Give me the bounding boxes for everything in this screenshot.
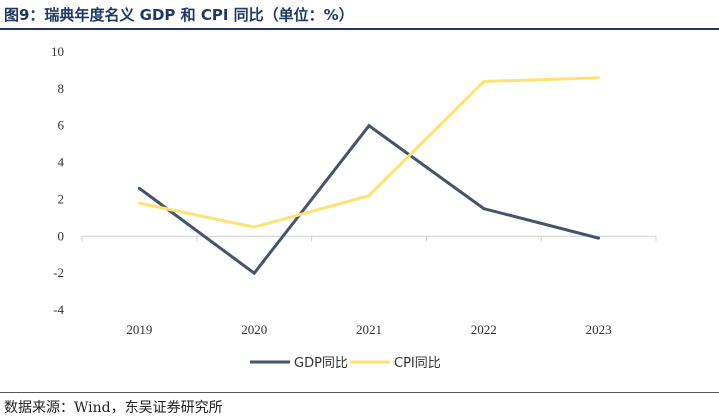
y-axis: -4 -2 0 2 4 6 8 10: [51, 44, 65, 317]
series-line: [138, 123, 599, 276]
data-point: [137, 201, 141, 205]
source-rule: [0, 392, 719, 393]
data-point: [367, 124, 371, 128]
x-tick-label: 2021: [356, 322, 382, 337]
x-tick-label: 2020: [241, 322, 267, 337]
source-note: 数据来源：Wind，东吴证券研究所: [4, 400, 223, 416]
y-tick-label: 10: [51, 44, 64, 59]
title-rule: [0, 28, 719, 30]
data-point: [597, 236, 601, 240]
data-point: [482, 79, 486, 83]
y-tick-label: 0: [58, 228, 65, 243]
x-tick-label: 2019: [126, 322, 152, 337]
x-axis: 2019 2020 2021 2022 2023: [81, 236, 657, 337]
data-point: [482, 207, 486, 211]
y-tick-label: 4: [58, 155, 65, 170]
y-tick-label: -2: [53, 265, 64, 280]
data-point: [137, 186, 141, 190]
y-tick-label: 6: [58, 118, 65, 133]
y-tick-label: 8: [58, 81, 65, 96]
legend: GDP同比 CPI同比: [250, 356, 441, 371]
y-tick-label: 2: [58, 191, 65, 206]
data-point: [252, 271, 256, 275]
series-lines: [137, 76, 601, 276]
legend-label: CPI同比: [394, 356, 441, 371]
legend-label: GDP同比: [294, 356, 348, 371]
x-tick-label: 2022: [471, 322, 497, 337]
series-line: [139, 76, 599, 229]
line-chart: -4 -2 0 2 4 6 8 10 2019 2020 2021 2022 2023 GDP同比 CP…: [51, 44, 657, 371]
data-point: [367, 194, 371, 198]
x-tick-label: 2023: [586, 322, 612, 337]
chart-title: 图9：瑞典年度名义 GDP 和 CPI 同比（单位：%）: [4, 6, 354, 24]
y-tick-label: -4: [53, 302, 64, 317]
data-point: [252, 225, 256, 229]
data-point: [597, 76, 601, 80]
